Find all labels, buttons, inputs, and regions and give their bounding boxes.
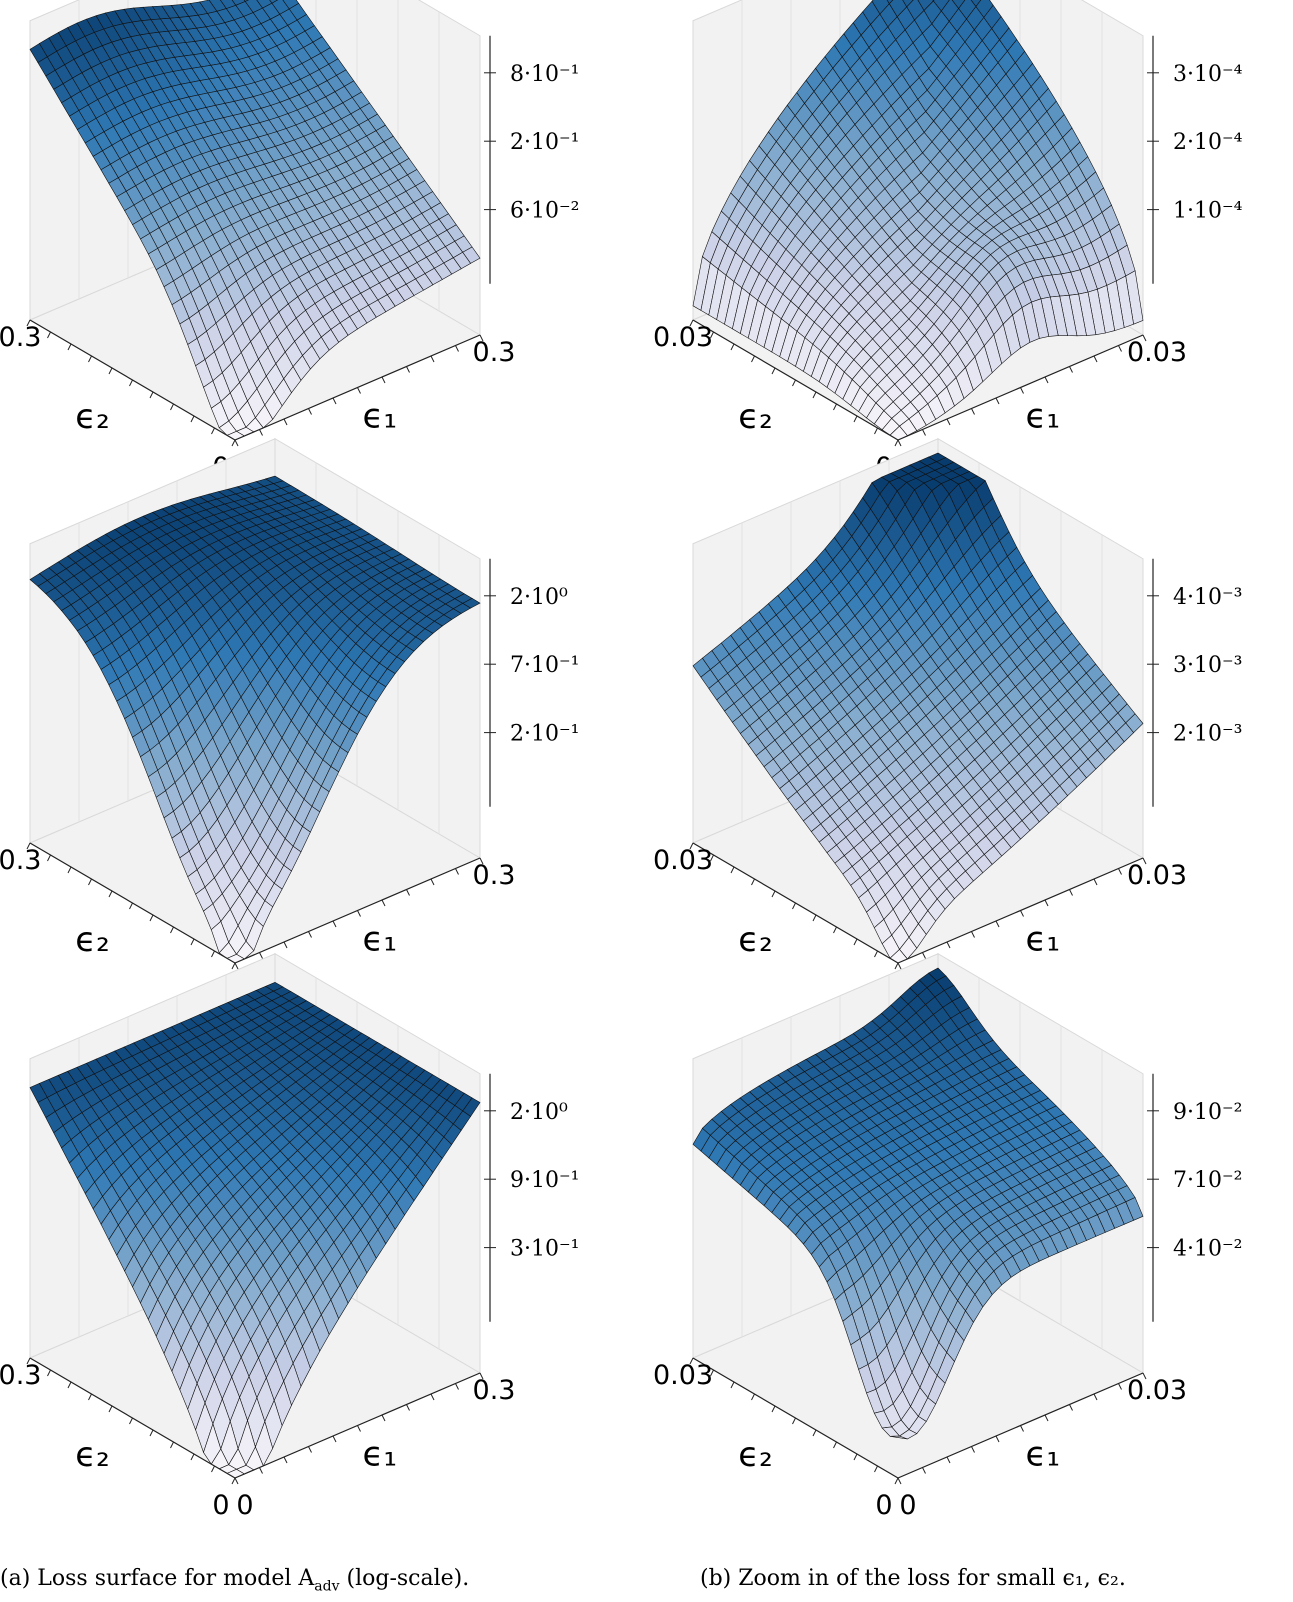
eps1-tick-label: 0.3	[473, 860, 516, 891]
z-tick-label: 4·10⁻³	[1173, 585, 1242, 610]
z-tick-label: 9·10⁻²	[1173, 1100, 1242, 1125]
caption-a-prefix: (a) Loss surface for model A	[0, 1566, 315, 1591]
caption-a: (a) Loss surface for model Aadv (log-sca…	[0, 1566, 600, 1600]
surface-plots: 0 0.3 0 0.3 ϵ₁ ϵ₂ 8·10⁻¹ 2·10⁻¹ 6·10⁻² 0 0.03 0 0.03…	[0, 0, 1243, 1521]
caption-b: (b) Zoom in of the loss for small ϵ₁, ϵ₂…	[700, 1566, 1126, 1591]
z-tick-label: 3·10⁻³	[1173, 653, 1242, 678]
surface-mesh	[29, 981, 481, 1479]
eps1-tick-label: 0.03	[1127, 860, 1187, 891]
z-tick-label: 2·10⁰	[510, 585, 568, 610]
caption-a-subscript: adv	[314, 1578, 340, 1595]
eps2-axis-label: ϵ₂	[738, 920, 773, 960]
surface-mesh	[692, 452, 1144, 964]
eps1-tick-label: 0.03	[1127, 337, 1187, 368]
z-tick-label: 7·10⁻¹	[510, 653, 579, 678]
surface-panel-b-3: 0 0.03 0 0.03 ϵ₁ ϵ₂ 9·10⁻² 7·10⁻² 4·10⁻²	[653, 952, 1242, 1521]
eps2-axis-label: ϵ₂	[75, 1435, 110, 1475]
surface-mesh	[29, 475, 481, 964]
eps1-tick-label: 0.03	[1127, 1375, 1187, 1406]
eps2-tick-label: 0.03	[653, 845, 713, 876]
z-tick-label: 1·10⁻⁴	[1173, 199, 1243, 224]
eps1-axis-label: ϵ₁	[362, 396, 397, 436]
surface-mesh	[692, 967, 1144, 1440]
surface-mesh	[692, 0, 1144, 441]
z-tick-label: 3·10⁻¹	[510, 1237, 579, 1262]
eps2-tick-label: 0.03	[653, 1360, 713, 1391]
eps1-axis-label: ϵ₁	[362, 1434, 397, 1474]
z-tick-label: 2·10⁻¹	[510, 130, 579, 155]
surface-panel-a-3: 0 0.3 0 0.3 ϵ₁ ϵ₂ 2·10⁰ 9·10⁻¹ 3·10⁻¹	[0, 952, 579, 1521]
eps1-axis-label: ϵ₁	[362, 919, 397, 959]
eps2-tick-label: 0	[875, 1490, 892, 1521]
eps2-tick-label: 0.3	[0, 322, 41, 353]
z-tick-label: 6·10⁻²	[510, 199, 579, 224]
eps2-tick-label: 0.03	[653, 322, 713, 353]
surface-mesh	[29, 0, 481, 441]
eps2-tick-label: 0.3	[0, 845, 41, 876]
eps1-tick-label: 0.3	[473, 337, 516, 368]
eps1-tick-label: 0.3	[473, 1375, 516, 1406]
z-tick-label: 7·10⁻²	[1173, 1168, 1242, 1193]
eps1-axis-label: ϵ₁	[1025, 1434, 1060, 1474]
eps2-axis-label: ϵ₂	[75, 397, 110, 437]
eps1-axis-label: ϵ₁	[1025, 396, 1060, 436]
z-tick-label: 2·10⁻⁴	[1173, 130, 1243, 155]
eps1-tick-label: 0	[899, 1490, 916, 1521]
z-tick-label: 2·10⁻³	[1173, 722, 1242, 747]
eps1-tick-label: 0	[236, 1490, 253, 1521]
z-tick-label: 3·10⁻⁴	[1173, 62, 1243, 87]
eps2-axis-label: ϵ₂	[75, 920, 110, 960]
eps2-axis-label: ϵ₂	[738, 1435, 773, 1475]
z-tick-label: 8·10⁻¹	[510, 62, 579, 87]
caption-a-suffix: (log-scale).	[339, 1566, 470, 1591]
eps2-axis-label: ϵ₂	[738, 397, 773, 437]
eps1-axis-label: ϵ₁	[1025, 919, 1060, 959]
eps2-tick-label: 0.3	[0, 1360, 41, 1391]
z-tick-label: 2·10⁰	[510, 1100, 568, 1125]
z-tick-label: 2·10⁻¹	[510, 722, 579, 747]
eps2-tick-label: 0	[212, 1490, 229, 1521]
z-tick-label: 4·10⁻²	[1173, 1237, 1242, 1262]
z-tick-label: 9·10⁻¹	[510, 1168, 579, 1193]
